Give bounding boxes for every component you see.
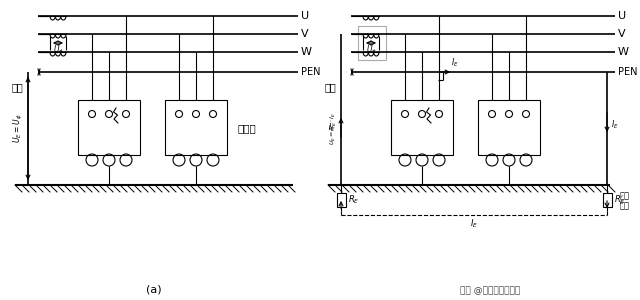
Text: 危险！: 危险！ bbox=[238, 123, 257, 133]
Bar bbox=[78, 100, 140, 155]
Text: (a): (a) bbox=[146, 285, 162, 295]
Text: W: W bbox=[618, 47, 629, 57]
Text: $R_E^{\prime}$: $R_E^{\prime}$ bbox=[614, 193, 625, 207]
Text: $U_E=R_E^{\prime}\cdot I_E$: $U_E=R_E^{\prime}\cdot I_E$ bbox=[328, 112, 339, 145]
Text: $I_E$: $I_E$ bbox=[470, 218, 478, 230]
Text: $I_E$: $I_E$ bbox=[328, 122, 336, 134]
Bar bbox=[391, 100, 453, 155]
Bar bbox=[358, 26, 386, 60]
Text: $U_E=U_\phi$: $U_E=U_\phi$ bbox=[12, 114, 25, 143]
Bar bbox=[478, 100, 540, 155]
Text: PEN: PEN bbox=[618, 67, 637, 77]
Bar bbox=[602, 193, 611, 207]
Text: PEN: PEN bbox=[301, 67, 321, 77]
Text: 断线: 断线 bbox=[12, 82, 24, 92]
Text: $U_\phi$: $U_\phi$ bbox=[365, 44, 376, 57]
Bar bbox=[165, 100, 227, 155]
Bar bbox=[337, 193, 346, 207]
Text: V: V bbox=[301, 29, 308, 39]
Text: U: U bbox=[618, 11, 626, 21]
Text: V: V bbox=[618, 29, 626, 39]
Text: U: U bbox=[301, 11, 309, 21]
Text: $I_E$: $I_E$ bbox=[451, 56, 459, 69]
Text: $I_E$: $I_E$ bbox=[611, 119, 619, 131]
Text: W: W bbox=[301, 47, 312, 57]
Text: 重复
接地: 重复 接地 bbox=[620, 191, 630, 210]
Text: $U_\phi$: $U_\phi$ bbox=[52, 44, 63, 57]
Text: 断线: 断线 bbox=[325, 82, 337, 92]
Text: $R_E$: $R_E$ bbox=[348, 194, 360, 206]
Text: 头条 @电气自动化应用: 头条 @电气自动化应用 bbox=[460, 286, 520, 295]
